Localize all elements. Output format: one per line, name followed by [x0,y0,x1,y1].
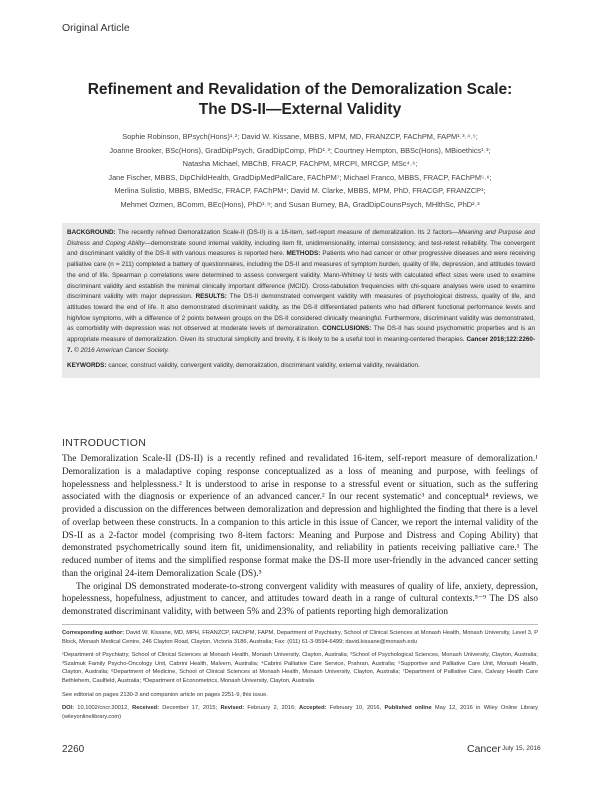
abstract-box: BACKGROUND: The recently refined Demoral… [62,223,540,379]
accepted-date: February 10, 2016, [326,705,385,712]
paragraph: The original DS demonstrated moderate-to… [62,581,538,618]
publication-info: DOI: 10.1002/cncr.30012, Received: Decem… [62,704,538,721]
methods-text: Patients who had cancer or other progres… [67,250,535,301]
title-line-1: Refinement and Revalidation of the Demor… [87,81,513,98]
article-title: Refinement and Revalidation of the Demor… [62,80,538,120]
revised-date: February 2, 2016; [244,705,299,712]
author-line: Jane Fischer, MBBS, DipChildHealth, Grad… [108,172,492,182]
received-date: December 17, 2015; [158,705,221,712]
footnote-divider [62,624,538,625]
affiliations: ¹Department of Psychiatry, School of Cli… [62,652,538,684]
keywords-label: KEYWORDS: [67,362,107,370]
published-date: May 12, 2016 in Wiley Online Library (wi… [62,705,538,720]
corresponding-label: Corresponding author: [62,630,125,636]
factors-text: Meaning and Purpose and Distress and Cop… [67,229,535,247]
doi-label: DOI: [62,705,75,712]
author-line: Merlina Sulistio, MBBS, BMedSc, FRACP, F… [114,186,486,196]
background-text-2: —demonstrate sound internal validity, in… [67,239,535,258]
corresponding-text: David W. Kissane, MD, MPH, FRANZCP, FACh… [62,630,538,645]
methods-label: METHODS: [286,250,321,258]
results-text: The DS-II demonstrated convergent validi… [67,293,535,333]
editorial-note: See editorial on pages 2130-3 and compan… [62,691,268,698]
title-line-2: The DS-II—External Validity [198,101,402,118]
body-text: The Demoralization Scale-II (DS-II) is a… [62,453,538,619]
author-line: Natasha Michael, MBChB, FRACP, FAChPM, M… [182,159,418,169]
conclusions-text: The DS-II has sound psychometric propert… [67,325,535,344]
published-label: Published online [384,705,432,712]
keywords-text: cancer, construct validity, convergent v… [106,362,420,370]
citation: Cancer 2016;122:2260-7. [67,336,536,354]
accepted-label: Accepted: [298,705,327,712]
doi: 10.1002/cncr.30012, [74,705,133,712]
issue-date: July 15, 2016 [502,745,541,752]
author-list: Sophie Robinson, BPsych(Hons)¹˒²; David … [62,130,538,212]
background-label: BACKGROUND: [67,229,116,236]
article-type: Original Article [62,22,130,34]
paragraph: The Demoralization Scale-II (DS-II) is a… [62,454,538,579]
revised-label: Revised: [220,705,245,712]
copyright: © 2016 American Cancer Society. [72,346,169,354]
corresponding-author: Corresponding author: David W. Kissane, … [62,629,538,646]
author-line: Mehmet Ozmen, BComm, BEc(Hons), PhD¹˒⁸; … [120,199,480,209]
background-text: The recently refined Demoralization Scal… [115,229,459,236]
footnotes: Corresponding author: David W. Kissane, … [62,629,538,726]
page-number: 2260 [62,744,85,755]
conclusions-label: CONCLUSIONS: [322,325,372,333]
section-heading: INTRODUCTION [62,437,147,449]
author-line: Joanne Brooker, BSc(Hons), GradDipPsych,… [109,145,491,155]
results-label: RESULTS: [195,293,227,301]
keywords: KEYWORDS: cancer, construct validity, co… [67,361,535,372]
author-line: Sophie Robinson, BPsych(Hons)¹˒²; David … [122,132,478,141]
journal-name: Cancer [467,743,501,755]
received-label: Received: [132,705,159,712]
abstract-text: BACKGROUND: The recently refined Demoral… [67,228,535,356]
